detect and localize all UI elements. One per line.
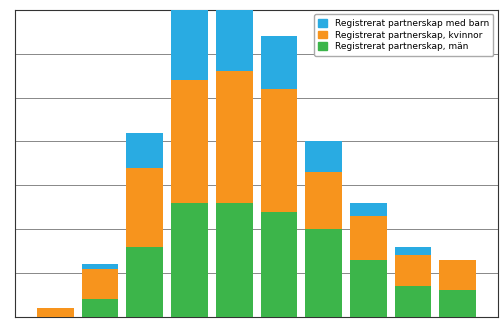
Bar bbox=[261, 36, 297, 89]
Bar bbox=[216, 0, 253, 71]
Bar bbox=[82, 269, 118, 299]
Bar bbox=[305, 142, 342, 172]
Bar bbox=[216, 71, 253, 203]
Bar bbox=[350, 260, 387, 317]
Bar bbox=[126, 168, 163, 247]
Bar bbox=[439, 290, 476, 317]
Legend: Registrerat partnerskap med barn, Registrerat partnerskap, kvinnor, Registrerat : Registrerat partnerskap med barn, Regist… bbox=[314, 15, 493, 56]
Bar bbox=[37, 308, 74, 317]
Bar bbox=[82, 264, 118, 269]
Bar bbox=[350, 216, 387, 260]
Bar bbox=[395, 255, 431, 286]
Bar bbox=[261, 212, 297, 317]
Bar bbox=[126, 247, 163, 317]
Bar bbox=[171, 203, 208, 317]
Bar bbox=[171, 80, 208, 203]
Bar bbox=[261, 89, 297, 212]
Bar bbox=[350, 203, 387, 216]
Bar bbox=[439, 260, 476, 290]
Bar bbox=[216, 203, 253, 317]
Bar bbox=[395, 247, 431, 255]
Bar bbox=[171, 0, 208, 80]
Bar bbox=[305, 229, 342, 317]
Bar bbox=[82, 299, 118, 317]
Bar bbox=[395, 286, 431, 317]
Bar bbox=[126, 133, 163, 168]
Bar bbox=[305, 172, 342, 229]
